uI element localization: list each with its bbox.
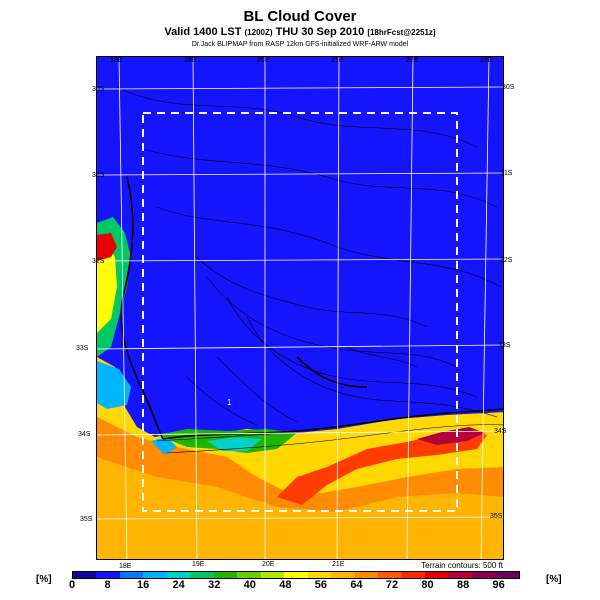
top-lon-label: 21E — [331, 57, 344, 64]
west-coast-cloud-yellow — [97, 243, 117, 333]
right-lat-label: 34S — [494, 428, 507, 435]
colorbar-segment — [448, 572, 472, 578]
colorbar-segment — [354, 572, 379, 578]
colorbar-segment — [237, 572, 261, 578]
top-lon-label: 19E — [184, 57, 197, 64]
valid-date: THU 30 Sep 2010 — [275, 26, 365, 38]
top-lon-label: 18E — [110, 57, 123, 64]
valid-time: Valid 1400 LST — [164, 26, 242, 38]
colorbar-tick-label: 72 — [385, 579, 399, 591]
top-lon-label: 22E — [406, 57, 419, 64]
colorbar-unit-right: [%] — [546, 574, 562, 585]
right-lat-label: 31S — [500, 170, 513, 177]
colorbar-segment — [495, 572, 519, 578]
land-cloud-light-orange — [97, 457, 503, 559]
bottom-lon-label: 18E — [119, 563, 132, 570]
colorbar-tick-label: 64 — [350, 579, 363, 591]
colorbar-segment — [471, 572, 496, 578]
coastline — [120, 176, 503, 440]
colorbar-segment — [143, 572, 167, 578]
colorbar-segment — [166, 572, 191, 578]
right-lat-label: 32S — [500, 257, 513, 264]
colorbar-segment — [73, 572, 97, 578]
valid-time-subtitle: Valid 1400 LST (1200Z) THU 30 Sep 2010 [… — [0, 25, 600, 40]
top-lon-label: 23E — [480, 57, 493, 64]
left-lat-label: 34S — [78, 431, 91, 438]
forecast-window-box — [142, 112, 458, 512]
model-credit: Dr.Jack BLIPMAP from RASP 12km GFS-initi… — [191, 41, 409, 48]
colorbar-tick-label: 80 — [421, 579, 434, 591]
colorbar-segment — [213, 572, 238, 578]
utc-time: (1200Z) — [244, 28, 273, 37]
colorbar-tick-label: 32 — [208, 579, 221, 591]
colorbar-tick-label: 96 — [492, 579, 505, 591]
cloud-cover-colorbar — [72, 571, 520, 579]
colorbar-segment — [190, 572, 214, 578]
right-lat-label: 33S — [498, 342, 511, 349]
bottom-lon-label: 20E — [262, 561, 275, 568]
west-coast-cloud-red — [97, 233, 117, 261]
cloud-cover-map: 1 — [96, 56, 504, 560]
bottom-lon-label: 19E — [192, 561, 205, 568]
left-lat-label: 30S — [92, 86, 105, 93]
colorbar-segment — [378, 572, 402, 578]
colorbar-segment — [401, 572, 426, 578]
west-coast-cloud-lower — [97, 361, 131, 409]
colorbar-tick-label: 24 — [172, 579, 185, 591]
bottom-lon-label: 21E — [332, 561, 345, 568]
colorbar-segment — [284, 572, 308, 578]
right-lat-label: 30S — [502, 84, 515, 91]
colorbar-tick-label: 0 — [68, 579, 76, 591]
left-lat-label: 31S — [92, 172, 105, 179]
right-lat-label: 35S — [490, 513, 503, 520]
high-cloud-streak — [277, 429, 487, 505]
coastal-cloud-lightblue — [151, 437, 177, 455]
colorbar-tick-label: 56 — [314, 579, 327, 591]
point-marker: 1 — [227, 398, 232, 407]
colorbar-segment — [425, 572, 449, 578]
top-lon-label: 20E — [257, 57, 270, 64]
colorbar-segment — [260, 572, 285, 578]
colorbar-segment — [307, 572, 332, 578]
colorbar-tick-label: 40 — [243, 579, 256, 591]
colorbar-tick-label: 48 — [279, 579, 292, 591]
left-lat-label: 32S — [92, 258, 105, 265]
lat-lon-grid — [97, 57, 503, 559]
colorbar-segment — [119, 572, 144, 578]
map-title: BL Cloud Cover — [243, 8, 357, 25]
map-canvas: 1 — [97, 57, 503, 559]
forecast-info: [18hrFcst@2251z] — [367, 28, 436, 37]
left-lat-label: 35S — [80, 516, 93, 523]
colorbar-tick-label: 88 — [456, 579, 470, 591]
left-lat-label: 33S — [76, 345, 89, 352]
colorbar-tick-label: 16 — [136, 579, 150, 591]
colorbar-segment — [331, 572, 355, 578]
colorbar-unit-left: [%] — [36, 574, 52, 585]
colorbar-segment — [96, 572, 120, 578]
colorbar-tick-label: 8 — [104, 579, 111, 591]
terrain-contour-note: Terrain contours: 500 ft — [421, 561, 503, 570]
